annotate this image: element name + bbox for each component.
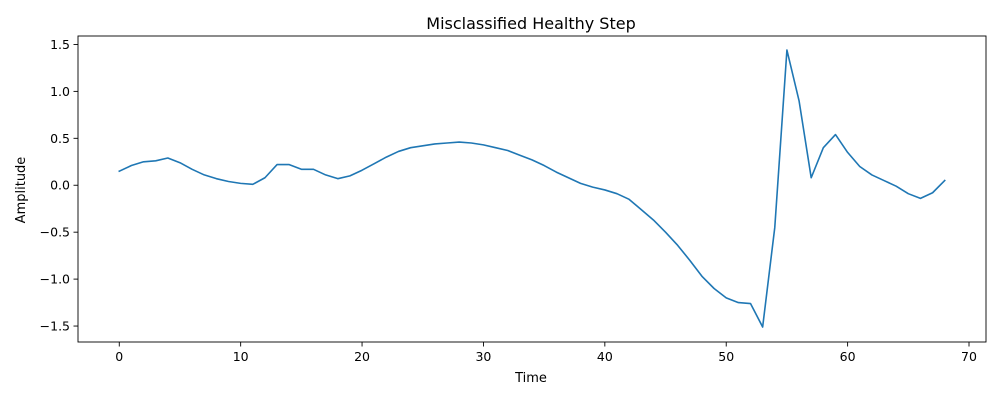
x-axis-label: Time xyxy=(514,371,547,386)
y-tick-label: 0.0 xyxy=(50,178,70,193)
series-line xyxy=(118,49,946,328)
x-tick-label: 30 xyxy=(475,349,491,364)
axes-frame xyxy=(77,35,987,343)
x-tick-label: 70 xyxy=(961,349,977,364)
y-tick-label: −0.5 xyxy=(40,225,70,240)
y-tick-label: 1.5 xyxy=(50,37,70,52)
y-tick-label: 1.0 xyxy=(50,84,70,99)
x-tick-label: 0 xyxy=(115,349,123,364)
x-tick-label: 50 xyxy=(718,349,734,364)
chart-title: Misclassified Healthy Step xyxy=(426,14,635,33)
plot-area: 0 10 20 30 40 50 60 70 −1.5 −1.0 −0.5 0.0 0.5 1.0 1.5 xyxy=(40,35,987,364)
y-tick-label: −1.0 xyxy=(40,272,70,287)
x-tick-label: 20 xyxy=(354,349,370,364)
y-tick-label: 0.5 xyxy=(50,131,70,146)
x-tick-label: 60 xyxy=(840,349,856,364)
x-tick-label: 40 xyxy=(597,349,613,364)
y-tick-label: −1.5 xyxy=(40,319,70,334)
y-axis-label: Amplitude xyxy=(14,157,29,224)
x-tick-label: 10 xyxy=(233,349,249,364)
